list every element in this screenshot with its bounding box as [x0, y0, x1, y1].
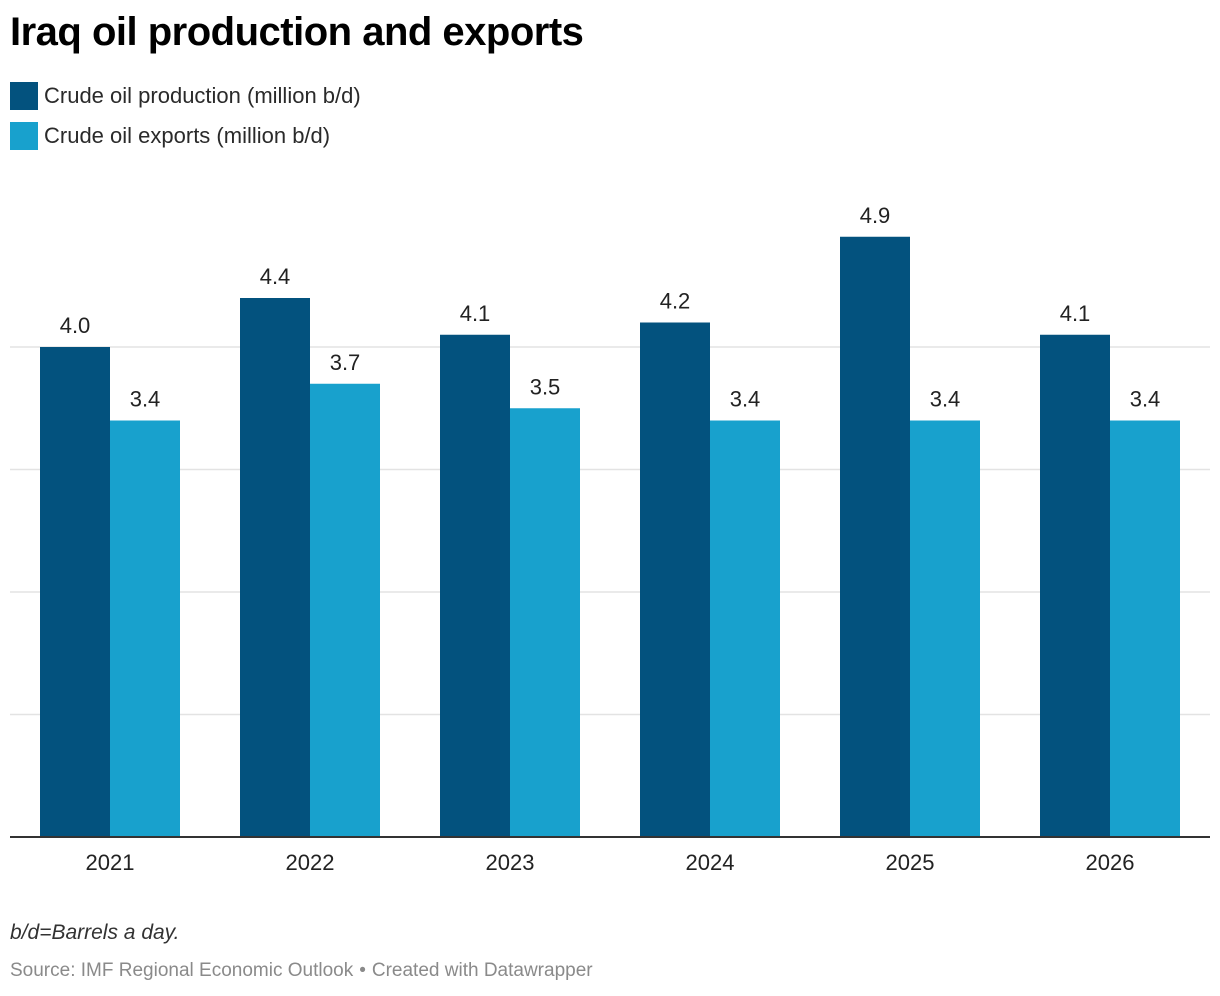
x-tick-label: 2023	[486, 850, 535, 875]
data-label: 4.2	[660, 289, 691, 314]
data-label: 4.0	[60, 313, 91, 338]
bar-production	[40, 347, 110, 837]
bar-exports	[510, 408, 580, 837]
credit-text: Created with Datawrapper	[371, 960, 593, 981]
data-label: 4.9	[860, 203, 891, 228]
legend: Crude oil production (million b/d) Crude…	[10, 82, 361, 162]
bar-exports	[1110, 420, 1180, 837]
data-label: 3.7	[330, 350, 361, 375]
source-text: Source: IMF Regional Economic Outlook	[10, 960, 354, 981]
x-tick-label: 2025	[886, 850, 935, 875]
data-label: 4.1	[460, 301, 491, 326]
legend-swatch-production	[10, 82, 38, 110]
bar-exports	[110, 420, 180, 837]
bar-production	[240, 298, 310, 837]
legend-item-exports: Crude oil exports (million b/d)	[10, 122, 361, 150]
x-tick-label: 2024	[686, 850, 735, 875]
legend-label-production: Crude oil production (million b/d)	[44, 83, 361, 108]
legend-swatch-exports	[10, 122, 38, 150]
source-line: Source: IMF Regional Economic Outlook • Cr…	[10, 960, 593, 982]
x-tick-label: 2026	[1086, 850, 1135, 875]
bar-exports	[310, 383, 380, 837]
x-tick-label: 2021	[86, 850, 135, 875]
data-label: 3.5	[530, 374, 561, 399]
bar-production	[440, 334, 510, 837]
source-separator: •	[359, 960, 366, 981]
data-label: 4.1	[1060, 301, 1091, 326]
data-label: 3.4	[930, 387, 961, 412]
bar-exports	[710, 420, 780, 837]
chart-title: Iraq oil production and exports	[10, 10, 584, 54]
bar-exports	[910, 420, 980, 837]
data-label: 3.4	[130, 387, 161, 412]
x-tick-label: 2022	[286, 850, 335, 875]
data-label: 4.4	[260, 264, 291, 289]
bar-production	[840, 236, 910, 837]
footnote: b/d=Barrels a day.	[10, 921, 180, 944]
bar-production	[640, 322, 710, 837]
bar-production	[1040, 334, 1110, 837]
data-label: 3.4	[730, 387, 761, 412]
legend-label-exports: Crude oil exports (million b/d)	[44, 123, 331, 148]
legend-item-production: Crude oil production (million b/d)	[10, 82, 361, 110]
data-label: 3.4	[1130, 387, 1161, 412]
